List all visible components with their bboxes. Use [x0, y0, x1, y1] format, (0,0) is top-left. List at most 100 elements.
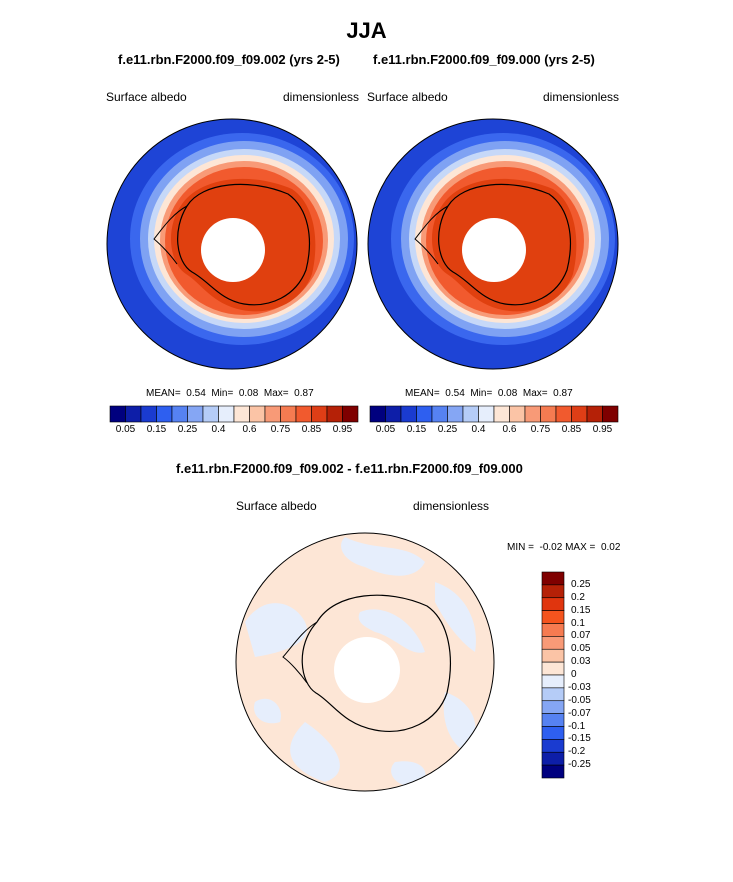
colorbar-tick-label: -0.25	[568, 759, 591, 771]
colorbar-tick-label: 0.25	[571, 578, 591, 590]
colorbar-swatch	[571, 405, 588, 423]
colorbar-swatch	[586, 405, 603, 423]
units-label-left: dimensionless	[283, 90, 360, 104]
colorbar-swatch	[541, 636, 565, 650]
colorbar-tick-label: 0.05	[115, 424, 136, 435]
colorbar-difference-ticks: 0.25 0.2 0.15 0.1 0.07 0.05 0.03 0 -0.03 -0.05 -0.…	[568, 572, 608, 778]
colorbar-tick-label: 0.05	[375, 424, 396, 435]
case-title-left: f.e11.rbn.F2000.f09_f09.002 (yrs 2-5)	[118, 52, 340, 67]
case-title-right: f.e11.rbn.F2000.f09_f09.000 (yrs 2-5)	[373, 52, 595, 67]
colorbar-swatch	[541, 661, 565, 676]
colorbar-swatch	[264, 405, 281, 423]
units-label-right: dimensionless	[543, 90, 620, 104]
colorbar-tick-label: -0.05	[568, 694, 591, 706]
colorbar-swatch	[249, 405, 266, 423]
colorbar-swatch	[311, 405, 328, 423]
colorbar-swatch	[218, 405, 235, 423]
colorbar-tick-label: 0.15	[146, 424, 167, 435]
colorbar-tick-label: 0.6	[502, 424, 517, 435]
colorbar-swatch	[555, 405, 572, 423]
colorbar-swatch	[233, 405, 250, 423]
plot-title: JJA	[346, 18, 387, 43]
colorbar-tick-label: 0.1	[571, 617, 585, 629]
colorbar-tick-label: 0.2	[571, 591, 585, 603]
colorbar-tick-label: 0.85	[561, 424, 582, 435]
variable-label-diff: Surface albedo	[236, 499, 317, 513]
colorbar-swatch	[478, 405, 495, 423]
colorbar-swatch	[541, 700, 565, 714]
colorbar-swatch	[462, 405, 479, 423]
colorbar-tick-label: -0.2	[568, 746, 586, 758]
units-label-diff: dimensionless	[413, 499, 490, 513]
colorbar-swatch	[369, 405, 386, 423]
colorbar-swatch	[541, 713, 565, 727]
colorbar-swatch	[280, 405, 297, 423]
polar-map-right	[367, 118, 619, 370]
colorbar-tick-label: 0	[571, 669, 577, 680]
colorbar-swatch	[541, 623, 565, 637]
stats-left: MEAN= 0.54 Min= 0.08 Max= 0.87	[146, 388, 314, 399]
polar-map-difference	[235, 532, 495, 792]
colorbar-right-ticks: 0.05 0.15 0.25 0.4 0.6 0.75 0.85 0.95	[370, 424, 618, 438]
colorbar-swatch	[541, 739, 565, 753]
colorbar-left-ticks: 0.05 0.15 0.25 0.4 0.6 0.75 0.85 0.95	[110, 424, 358, 438]
colorbar-swatch	[509, 405, 526, 423]
colorbar-swatch	[493, 405, 510, 423]
colorbar-swatch	[447, 405, 464, 423]
colorbar-tick-label: 0.05	[571, 643, 591, 655]
colorbar-tick-label: 0.03	[571, 656, 591, 668]
colorbar-swatch	[202, 405, 219, 423]
colorbar-left	[109, 405, 359, 423]
variable-label-right: Surface albedo	[367, 90, 448, 104]
colorbar-tick-label: 0.95	[332, 424, 353, 435]
colorbar-swatch	[541, 751, 565, 766]
colorbar-tick-label: -0.03	[568, 681, 591, 693]
colorbar-swatch	[541, 584, 565, 599]
colorbar-tick-label: -0.15	[568, 733, 591, 745]
colorbar-swatch	[416, 405, 433, 423]
colorbar-tick-label: -0.07	[568, 707, 591, 719]
colorbar-tick-label: 0.75	[530, 424, 551, 435]
colorbar-swatch	[541, 687, 565, 702]
colorbar-swatch	[156, 405, 173, 423]
colorbar-swatch	[187, 405, 204, 423]
colorbar-swatch	[541, 726, 565, 740]
colorbar-tick-label: 0.6	[242, 424, 257, 435]
colorbar-swatch	[524, 405, 541, 423]
colorbar-tick-label: 0.07	[571, 630, 591, 642]
colorbar-swatch	[431, 405, 448, 423]
difference-title: f.e11.rbn.F2000.f09_f09.002 - f.e11.rbn.…	[176, 461, 523, 476]
colorbar-tick-label: 0.95	[592, 424, 613, 435]
colorbar-swatch	[540, 405, 557, 423]
colorbar-swatch	[385, 405, 402, 423]
colorbar-tick-label: -0.1	[568, 720, 586, 732]
polar-map-left	[106, 118, 358, 370]
colorbar-swatch	[295, 405, 312, 423]
colorbar-swatch	[541, 571, 565, 586]
stats-diff: MIN = -0.02 MAX = 0.02	[507, 542, 621, 553]
colorbar-swatch	[326, 405, 343, 423]
colorbar-swatch	[541, 648, 565, 663]
colorbar-tick-label: 0.15	[571, 604, 591, 616]
colorbar-swatch	[125, 405, 142, 423]
colorbar-swatch	[171, 405, 188, 423]
colorbar-swatch	[541, 764, 565, 779]
colorbar-tick-label: 0.75	[270, 424, 291, 435]
colorbar-tick-label: 0.4	[211, 424, 226, 435]
stats-right: MEAN= 0.54 Min= 0.08 Max= 0.87	[405, 388, 573, 399]
colorbar-tick-label: 0.15	[406, 424, 427, 435]
colorbar-tick-label: 0.25	[437, 424, 458, 435]
colorbar-swatch	[541, 597, 565, 611]
colorbar-swatch	[140, 405, 157, 423]
colorbar-swatch	[400, 405, 417, 423]
colorbar-swatch	[342, 405, 359, 423]
colorbar-swatch	[602, 405, 619, 423]
colorbar-right	[369, 405, 619, 423]
colorbar-swatch	[109, 405, 126, 423]
colorbar-swatch	[541, 674, 565, 689]
colorbar-tick-label: 0.4	[471, 424, 486, 435]
colorbar-tick-label: 0.25	[177, 424, 198, 435]
colorbar-swatch	[541, 610, 565, 624]
colorbar-difference	[541, 571, 565, 779]
colorbar-tick-label: 0.85	[301, 424, 322, 435]
